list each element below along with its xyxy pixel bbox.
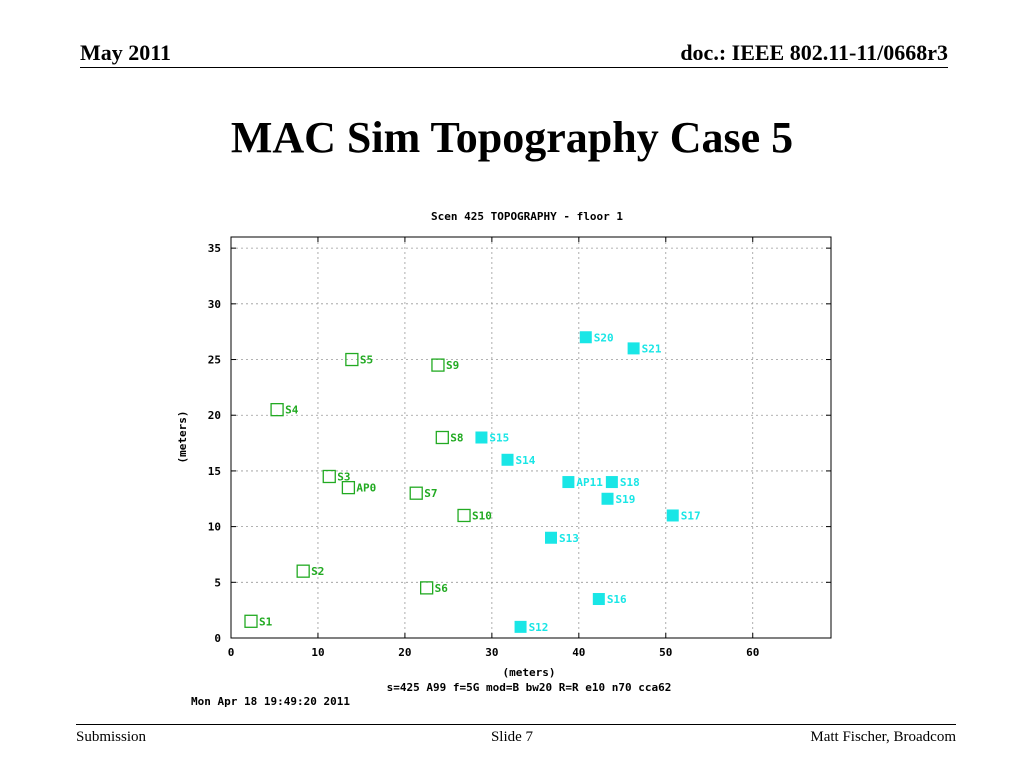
station-marker-open <box>270 403 284 417</box>
y-tick-label: 15 <box>208 465 221 478</box>
station-label: S7 <box>424 487 437 500</box>
station-label: S8 <box>450 432 463 445</box>
y-tick-label: 0 <box>214 632 221 645</box>
chart-title: Scen 425 TOPOGRAPHY - floor 1 <box>431 210 623 223</box>
footer-divider <box>76 724 956 725</box>
station-marker-filled <box>562 476 575 489</box>
station-marker-open <box>431 358 445 372</box>
points-layer: AP0 S1 S2 S3 S4 S5 S6 S7 S8 S9 S10 AP11 S12 S13 S14 S15… <box>244 331 701 634</box>
x-tick-label: 50 <box>659 646 672 659</box>
x-tick-label: 20 <box>398 646 411 659</box>
station-marker-filled <box>579 331 592 344</box>
footer-submission: Submission <box>76 729 147 745</box>
plot-frame <box>230 236 832 639</box>
station-label: S21 <box>642 342 662 355</box>
slide-title: MAC Sim Topography Case 5 <box>230 113 794 162</box>
grid-layer <box>231 237 831 638</box>
header-divider <box>80 67 948 68</box>
footer-slide-number: Slide 7 <box>490 729 534 745</box>
station-marker-open <box>322 469 336 484</box>
station-label: S12 <box>529 621 549 634</box>
station-marker-filled <box>514 620 527 633</box>
y-tick-label: 5 <box>214 576 221 589</box>
header-date: May 2011 <box>80 40 172 65</box>
station-label: AP11 <box>576 476 603 489</box>
station-marker-open <box>420 581 434 595</box>
x-tick-label: 0 <box>228 646 235 659</box>
station-label: S2 <box>311 565 324 578</box>
station-marker-filled <box>475 431 488 444</box>
station-marker-filled <box>601 492 614 505</box>
station-label: AP0 <box>356 482 376 495</box>
y-tick-label: 30 <box>208 298 221 311</box>
station-marker-open <box>244 614 258 628</box>
station-label: S20 <box>594 331 614 344</box>
ticks-layer: 0 10 20 30 40 50 60 0 5 10 15 20 25 30 35 <box>208 237 831 659</box>
station-label: S15 <box>489 432 509 445</box>
station-label: S19 <box>616 493 636 506</box>
station-marker-filled <box>627 342 640 355</box>
station-marker-filled <box>592 593 605 606</box>
station-label: S16 <box>607 593 627 606</box>
station-marker-open <box>435 430 449 445</box>
plot-timestamp: Mon Apr 18 19:49:20 2011 <box>191 695 350 708</box>
x-tick-label: 40 <box>572 646 585 659</box>
scenario-parameters: s=425 A99 f=5G mod=B bw20 R=R e10 n70 cc… <box>387 681 672 694</box>
station-label: S17 <box>681 509 701 522</box>
station-label: S9 <box>446 359 459 372</box>
header-doc-id: doc.: IEEE 802.11-11/0668r3 <box>680 40 948 65</box>
y-tick-label: 20 <box>208 409 221 422</box>
x-tick-label: 60 <box>746 646 759 659</box>
station-label: S1 <box>259 615 273 628</box>
station-marker-filled <box>605 476 618 489</box>
station-marker-open <box>409 486 423 500</box>
station-marker-filled <box>545 531 557 544</box>
x-axis-label: (meters) <box>503 666 556 679</box>
station-label: S6 <box>435 582 449 595</box>
y-tick-label: 35 <box>208 242 221 255</box>
station-label: S4 <box>285 404 299 417</box>
x-tick-label: 30 <box>485 646 498 659</box>
station-label: S13 <box>559 532 579 545</box>
station-marker-open <box>457 508 471 523</box>
station-label: S18 <box>620 476 640 489</box>
y-tick-label: 10 <box>208 521 221 534</box>
station-marker-open <box>341 480 356 495</box>
station-marker-filled <box>501 453 514 466</box>
station-label: S10 <box>472 509 492 522</box>
x-tick-label: 10 <box>311 646 324 659</box>
station-marker-open <box>345 352 359 367</box>
station-marker-filled <box>666 509 679 522</box>
station-marker-open <box>296 564 310 578</box>
station-label: S5 <box>360 354 373 367</box>
station-label: S3 <box>337 470 350 483</box>
footer-author: Matt Fischer, Broadcom <box>810 729 956 745</box>
y-tick-label: 25 <box>208 354 221 367</box>
station-label: S14 <box>516 454 536 467</box>
y-axis-label: (meters) <box>176 411 189 464</box>
